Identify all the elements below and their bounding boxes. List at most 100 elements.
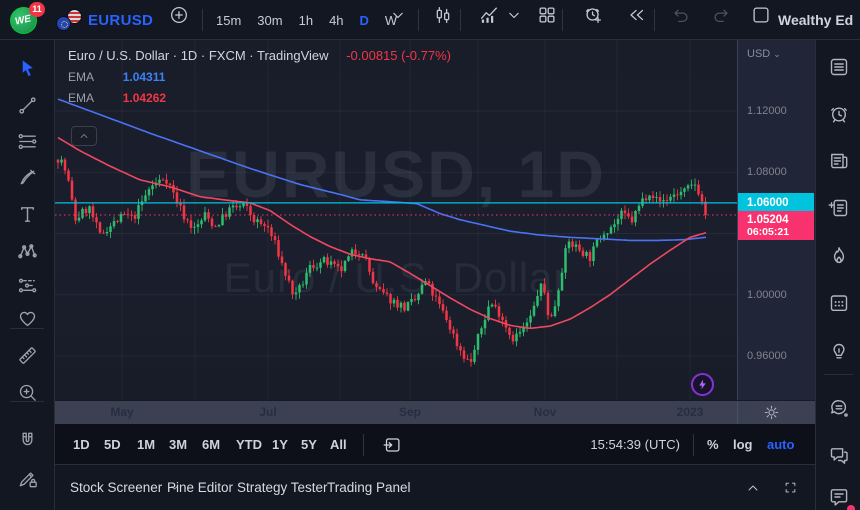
tool-fib-retracement[interactable] [13, 127, 41, 155]
widget-notes[interactable] [825, 194, 853, 222]
logo-icon: WE 11 [10, 1, 45, 34]
log-scale-button[interactable]: log [733, 437, 753, 452]
symbol-flags-icon [56, 0, 82, 40]
legend-change: -0.00815 (-0.77%) [346, 48, 451, 63]
tool-zoom-in[interactable] [13, 378, 41, 406]
widget-public-chat[interactable] [825, 394, 853, 422]
timeframe-chevron-icon[interactable] [388, 0, 408, 30]
redo-icon[interactable] [706, 0, 736, 30]
divider [10, 401, 44, 402]
tool-ruler[interactable] [13, 341, 41, 369]
tool-text[interactable] [13, 200, 41, 228]
add-symbol-icon[interactable] [164, 0, 194, 30]
divider [418, 9, 419, 31]
tool-magnet[interactable] [13, 426, 41, 454]
brush-icon [20, 169, 35, 184]
price-label: 0.96000 [747, 349, 787, 362]
tool-cursor[interactable] [13, 54, 41, 82]
range-5Y[interactable]: 5Y [301, 437, 317, 452]
range-All[interactable]: All [330, 437, 347, 452]
indicators-chevron-icon[interactable] [504, 0, 524, 30]
widget-hotlists[interactable] [825, 242, 853, 270]
timeframe-1h[interactable]: 1h [298, 12, 314, 28]
divider [363, 433, 364, 456]
tab-strategy-tester[interactable]: Strategy Tester [237, 480, 328, 495]
time-label: Jul [259, 405, 277, 419]
candlestick-icon [436, 7, 450, 23]
tool-trend-line[interactable] [13, 91, 41, 119]
bottom-panel-bar: Stock Screener Pine Editor Strategy Test… [55, 465, 815, 510]
range-1M[interactable]: 1M [137, 437, 156, 452]
ema-row-2[interactable]: EMA 1.04262 [68, 91, 451, 105]
layout-name[interactable]: Wealthy Ed [778, 12, 854, 28]
indicators-icon[interactable] [474, 0, 504, 30]
range-3M[interactable]: 3M [169, 437, 188, 452]
range-1D[interactable]: 1D [73, 437, 90, 452]
axis-divider [737, 401, 738, 425]
tab-pine-editor[interactable]: Pine Editor [167, 480, 234, 495]
ema-row-1[interactable]: EMA 1.04311 [68, 70, 451, 84]
time-label: May [110, 405, 134, 419]
go-to-date-icon[interactable] [377, 424, 407, 465]
clock[interactable]: 15:54:39 (UTC) [590, 437, 680, 452]
time-axis[interactable]: May Jul Sep Nov 2023 [55, 400, 815, 427]
range-YTD[interactable]: YTD [236, 437, 262, 452]
widget-news[interactable] [825, 147, 853, 175]
timeframe-15m[interactable]: 15m [216, 12, 242, 28]
ema-value: 1.04311 [122, 70, 166, 84]
undo-icon[interactable] [666, 0, 696, 30]
widget-watchlist[interactable] [825, 53, 853, 81]
top-toolbar: WE 11 EURUSD 15m 30m 1h 4h D W Wealthy Ed [0, 0, 860, 40]
chart-pane[interactable]: EURUSD, 1D Euro / U.S. Dollar Euro / U.S… [55, 40, 737, 400]
tool-xabcd-pattern[interactable] [13, 237, 41, 265]
divider [460, 9, 461, 31]
notification-dot [847, 505, 855, 510]
tool-brush[interactable] [13, 163, 41, 191]
widget-ideas[interactable] [825, 336, 853, 364]
tool-forecast[interactable] [13, 271, 41, 299]
widget-alerts[interactable] [825, 100, 853, 128]
bar-replay-icon[interactable] [622, 0, 652, 30]
range-5D[interactable]: 5D [104, 437, 121, 452]
collapse-legend-button[interactable] [71, 126, 97, 146]
symbol-button[interactable]: EURUSD [88, 11, 154, 29]
save-layout-checkbox-icon[interactable] [746, 0, 776, 30]
chevron-down-icon [509, 12, 519, 19]
candlestick-chart[interactable] [55, 40, 737, 400]
layout-grid-icon[interactable] [532, 0, 562, 30]
timeframe-4h[interactable]: 4h [329, 12, 344, 28]
widget-private-chats[interactable] [825, 441, 853, 469]
tool-favorites[interactable] [13, 304, 41, 332]
range-1Y[interactable]: 1Y [272, 437, 288, 452]
timeframe-30m[interactable]: 30m [257, 12, 283, 28]
fullscreen-icon[interactable] [783, 465, 798, 510]
calendar-icon [830, 295, 848, 312]
range-toolbar: 1D 5D 1M 3M 6M YTD 1Y 5Y All 15:54:39 (UTC) % lo… [55, 424, 815, 465]
legend-title-row[interactable]: Euro / U.S. Dollar · 1D · FXCM · Trading… [68, 48, 451, 63]
tab-trading-panel[interactable]: Trading Panel [327, 480, 411, 495]
axis-settings-gear-icon[interactable] [762, 403, 781, 427]
tool-lock-drawings[interactable] [13, 464, 41, 492]
chart-type-candles-icon[interactable] [428, 0, 458, 30]
price-axis-currency[interactable]: USD ⌄ [747, 48, 781, 60]
tab-stock-screener[interactable]: Stock Screener [70, 465, 180, 510]
divider [824, 374, 853, 375]
widget-calendar[interactable] [825, 289, 853, 317]
app-logo[interactable]: WE 11 [10, 0, 45, 40]
widget-support-form[interactable] [825, 483, 855, 510]
price-axis[interactable]: USD ⌄ 1.06000 1.05204 06:05:21 1.12000 1.… [737, 40, 815, 400]
divider [654, 9, 655, 31]
percent-scale-button[interactable]: % [707, 437, 719, 452]
timeframe-D[interactable]: D [359, 12, 369, 28]
lock-drawings-icon [19, 471, 37, 487]
timeframe-W[interactable]: W [384, 12, 398, 28]
auto-scale-button[interactable]: auto [767, 437, 795, 452]
zoom-in-icon [19, 384, 36, 401]
alerts-icon [831, 107, 847, 123]
range-6M[interactable]: 6M [202, 437, 221, 452]
create-alert-icon[interactable] [578, 0, 608, 30]
panel-collapse-icon[interactable] [745, 465, 761, 510]
quick-replay-button[interactable] [691, 373, 714, 396]
price-label: 1.12000 [747, 105, 787, 117]
time-label: 2023 [676, 405, 704, 419]
